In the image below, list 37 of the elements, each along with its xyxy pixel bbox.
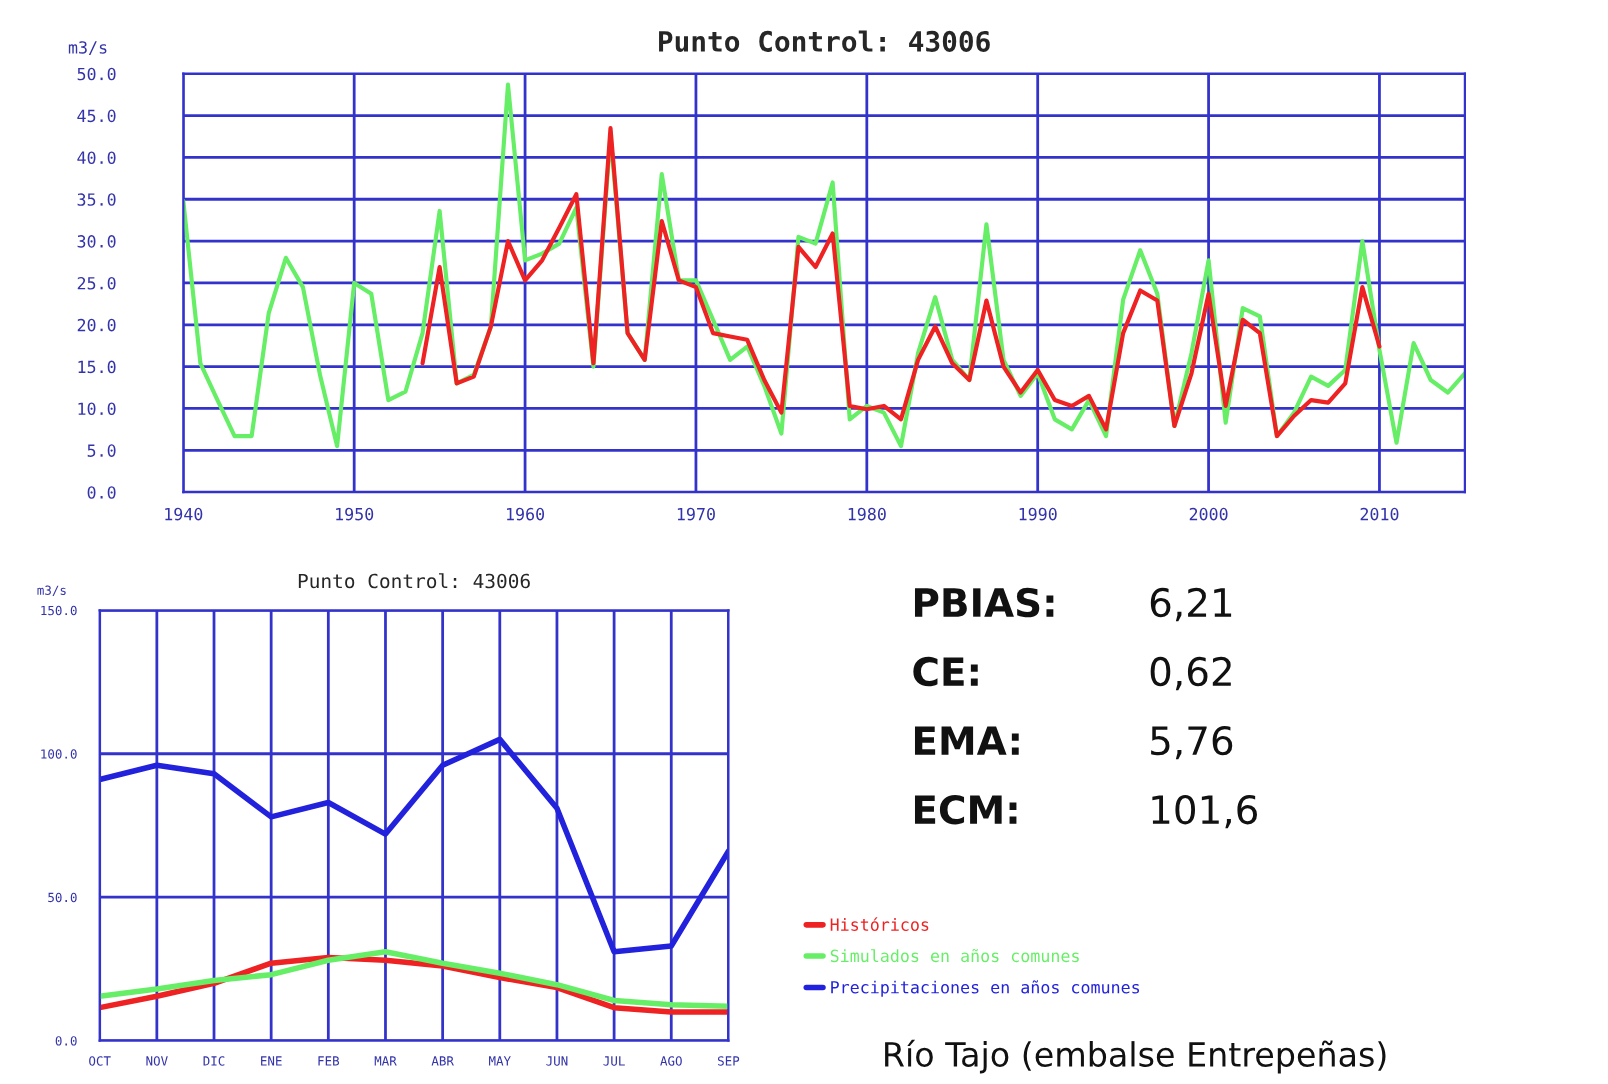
chart-title: Punto Control: 43006 [659,30,990,52]
y-tick-label: 30.0 [77,235,116,248]
y-tick-label: 40.0 [77,151,116,165]
text: 0,62 [1150,656,1231,691]
y-tick-label: 35.0 [77,193,116,206]
legend-label: Históricos [830,917,929,931]
text: Río Tajo (embalse Entrepeñas) [885,1039,1386,1074]
y-tick-label: 15.0 [78,360,116,374]
y-axis-title: m3/s [68,41,107,56]
y-tick-label: 0.0 [87,486,116,499]
x-tick-label: 1950 [336,507,374,521]
y-tick-label: 50.0 [77,67,116,81]
x-tick-label: 1940 [165,507,203,521]
x-tick-label: 2000 [1189,507,1228,521]
legend-label: Simulados en años comunes [830,948,1079,963]
y-tick-label: 5.0 [87,444,116,457]
text: 6,21 [1150,587,1232,622]
y-tick-label: 10.0 [78,402,116,416]
chart-title: Punto Control: 43006 [298,573,530,589]
text: CE: [913,656,978,687]
x-tick-label: 1970 [677,507,715,521]
text: 5,76 [1151,725,1233,760]
x-tick-label: 1960 [507,507,545,521]
text: 101,6 [1152,794,1257,829]
x-tick-label: 1980 [848,507,886,521]
line-series [183,82,1465,449]
x-tick-label: 2010 [1360,507,1399,521]
legend-label: Precipitaciones en años comunes [831,980,1140,997]
text: EMA: [914,726,1019,755]
y-tick-label: 45.0 [77,109,116,123]
y-tick-label: 25.0 [77,276,116,290]
line-series [420,126,1382,439]
line-series [99,736,729,955]
text: ECM: [914,794,1017,825]
y-tick-label: 20.0 [77,318,116,332]
text: PBIAS: [914,587,1054,618]
x-tick-label: 1990 [1019,507,1057,521]
